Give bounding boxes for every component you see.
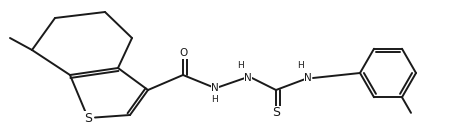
- Text: N: N: [244, 73, 252, 83]
- Text: N: N: [304, 73, 312, 83]
- Text: S: S: [272, 107, 280, 120]
- Text: O: O: [179, 48, 187, 58]
- Text: H: H: [211, 96, 219, 105]
- Text: N: N: [211, 83, 219, 93]
- Text: H: H: [237, 62, 244, 70]
- Text: H: H: [298, 62, 304, 70]
- Text: S: S: [84, 111, 92, 124]
